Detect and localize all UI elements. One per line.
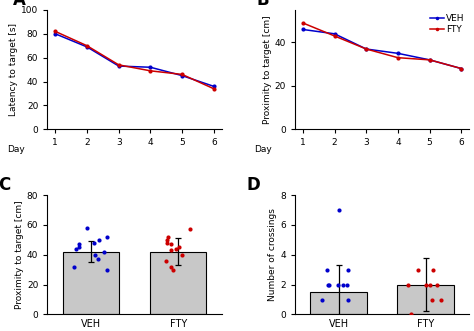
Point <box>164 240 171 246</box>
Point <box>94 257 102 262</box>
Point <box>75 242 83 247</box>
Point <box>172 246 180 252</box>
Point <box>162 258 169 263</box>
Point <box>422 282 430 287</box>
Point <box>71 264 78 269</box>
VEH <box>427 58 432 62</box>
VEH <box>332 32 337 36</box>
Text: A: A <box>12 0 26 9</box>
Y-axis label: Number of crossings: Number of crossings <box>268 208 277 301</box>
Bar <box>150 252 207 314</box>
Legend: VEH, FTY: VEH, FTY <box>427 11 468 38</box>
Point <box>83 225 91 230</box>
Point <box>318 297 326 302</box>
VEH <box>395 51 401 55</box>
VEH <box>300 27 306 31</box>
Point <box>103 234 110 239</box>
Line: FTY: FTY <box>301 21 464 71</box>
Point <box>324 282 332 287</box>
Text: C: C <box>0 176 11 194</box>
Point <box>167 248 174 253</box>
Point <box>164 234 172 239</box>
Point <box>344 267 351 272</box>
Bar <box>397 285 454 314</box>
Point <box>91 252 98 258</box>
Point <box>438 297 445 302</box>
Point <box>344 297 352 302</box>
Point <box>339 282 347 287</box>
Point <box>408 312 415 317</box>
Point <box>167 264 175 269</box>
Point <box>163 237 171 243</box>
Text: Day: Day <box>7 145 25 154</box>
Point <box>343 282 351 287</box>
Point <box>91 240 98 246</box>
Point <box>95 237 103 243</box>
Point <box>100 249 108 255</box>
FTY <box>332 34 337 38</box>
Point <box>325 282 333 287</box>
FTY <box>364 47 369 51</box>
Point <box>335 207 342 213</box>
Point <box>433 282 440 287</box>
Y-axis label: Latency to target [s]: Latency to target [s] <box>9 23 18 116</box>
Y-axis label: Proximity to target [cm]: Proximity to target [cm] <box>15 201 24 309</box>
Point <box>415 267 422 272</box>
Point <box>104 267 111 272</box>
FTY <box>300 21 306 25</box>
FTY <box>427 58 432 62</box>
VEH <box>364 47 369 51</box>
Point <box>167 242 175 247</box>
Point <box>426 282 433 287</box>
VEH <box>458 67 464 71</box>
Point <box>178 252 186 258</box>
Text: Day: Day <box>255 145 272 154</box>
Bar <box>310 292 367 314</box>
Y-axis label: Proximity to target [cm]: Proximity to target [cm] <box>263 15 272 124</box>
Point <box>170 267 177 272</box>
FTY <box>458 67 464 71</box>
Text: B: B <box>256 0 269 9</box>
Point <box>175 245 183 250</box>
FTY <box>395 56 401 60</box>
Point <box>323 267 331 272</box>
Point <box>429 267 437 272</box>
Point <box>428 297 436 302</box>
Text: D: D <box>246 176 260 194</box>
Point <box>72 246 79 252</box>
Point <box>335 282 342 287</box>
Point <box>75 245 83 250</box>
Point <box>186 227 193 232</box>
Point <box>405 282 412 287</box>
Line: VEH: VEH <box>301 27 464 71</box>
Bar <box>63 252 119 314</box>
